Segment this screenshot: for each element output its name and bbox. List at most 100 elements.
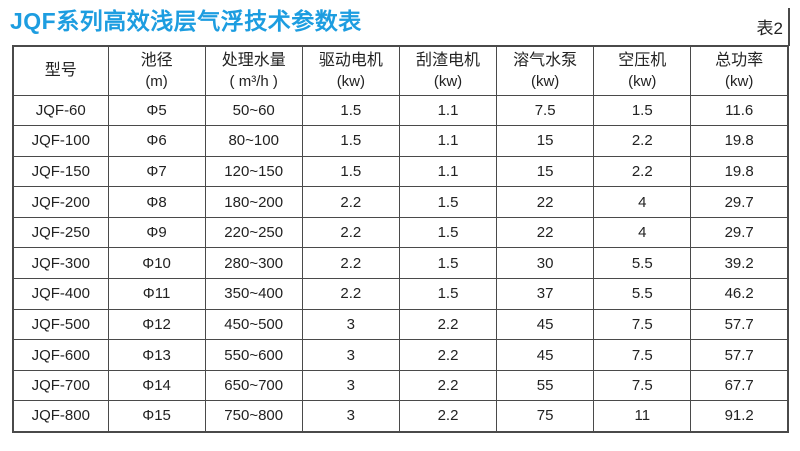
table-cell: JQF-400 <box>12 278 109 310</box>
column-header-name: 处理水量 <box>221 51 286 69</box>
page-title: JQF系列高效浅层气浮技术参数表 <box>10 8 362 34</box>
table-cell: JQF-200 <box>12 186 109 218</box>
right-border-extension <box>788 8 790 46</box>
table-cell: 1.5 <box>301 94 400 127</box>
table-cell: Φ9 <box>107 216 206 249</box>
table-cell: JQF-300 <box>12 247 109 280</box>
column-header: 溶气水泵 (kw) <box>496 45 595 96</box>
table-cell: JQF-100 <box>12 125 109 157</box>
column-header: 空压机 (kw) <box>593 45 692 96</box>
table-cell: 7.5 <box>496 94 595 127</box>
table-cell: 650~700 <box>204 369 303 402</box>
table-cell: Φ13 <box>107 339 206 371</box>
table-cell: 2.2 <box>593 155 692 188</box>
table-cell: JQF-60 <box>12 94 109 127</box>
table-cell: 750~800 <box>204 400 303 433</box>
table-cell: 1.5 <box>398 216 498 249</box>
table-row: JQF-60 Φ5 50~60 1.5 1.1 7.5 1.5 11.6 <box>12 94 789 127</box>
table-cell: 57.7 <box>690 308 789 341</box>
parameters-table: 型号 池径 (m) 处理水量 ( m³/h ) 驱动电机 (kw) 刮渣电机 (kw) 溶气水泵 (… <box>12 45 789 433</box>
column-header-name: 溶气水泵 <box>513 51 578 69</box>
table-cell: 3 <box>301 339 400 371</box>
table-cell: 55 <box>496 369 595 402</box>
table-cell: JQF-150 <box>12 155 109 188</box>
table-cell: JQF-800 <box>12 400 109 433</box>
table-cell: Φ6 <box>107 125 206 157</box>
table-cell: 7.5 <box>593 308 692 341</box>
table-cell: 3 <box>301 369 400 402</box>
table-cell: 120~150 <box>204 155 303 188</box>
table-cell: 5.5 <box>593 278 692 310</box>
table-cell: 29.7 <box>690 186 789 218</box>
table-cell: 1.5 <box>593 94 692 127</box>
header-row: 型号 池径 (m) 处理水量 ( m³/h ) 驱动电机 (kw) 刮渣电机 (kw) 溶气水泵 (… <box>12 45 789 96</box>
table-cell: 2.2 <box>593 125 692 157</box>
table-cell: 180~200 <box>204 186 303 218</box>
table-cell: 2.2 <box>398 308 498 341</box>
table-cell: 80~100 <box>204 125 303 157</box>
column-header: 总功率 (kw) <box>690 45 789 96</box>
table-cell: 15 <box>496 125 595 157</box>
column-header-unit: (kw) <box>628 72 657 90</box>
table-cell: 3 <box>301 400 400 433</box>
table-cell: 57.7 <box>690 339 789 371</box>
column-header: 驱动电机 (kw) <box>301 45 400 96</box>
table-cell: JQF-700 <box>12 369 109 402</box>
table-cell: 2.2 <box>398 369 498 402</box>
column-header-name: 刮渣电机 <box>415 51 480 69</box>
table-cell: 11.6 <box>690 94 789 127</box>
table-cell: 30 <box>496 247 595 280</box>
column-header-name: 池径 <box>140 51 173 69</box>
table-cell: 2.2 <box>301 186 400 218</box>
table-cell: 1.1 <box>398 125 498 157</box>
table-cell: 4 <box>593 186 692 218</box>
table-row: JQF-150 Φ7 120~150 1.5 1.1 15 2.2 19.8 <box>12 155 789 188</box>
table-cell: 75 <box>496 400 595 433</box>
table-row: JQF-800 Φ15 750~800 3 2.2 75 11 91.2 <box>12 400 789 433</box>
column-header: 池径 (m) <box>107 45 206 96</box>
column-header-name: 型号 <box>44 62 77 80</box>
table-cell: 91.2 <box>690 400 789 433</box>
table-cell: 19.8 <box>690 125 789 157</box>
table-cell: 350~400 <box>204 278 303 310</box>
column-header-name: 驱动电机 <box>318 51 383 69</box>
table-cell: Φ14 <box>107 369 206 402</box>
table-cell: 280~300 <box>204 247 303 280</box>
table-cell: 45 <box>496 339 595 371</box>
table-cell: 29.7 <box>690 216 789 249</box>
table-cell: 2.2 <box>301 216 400 249</box>
table-cell: 1.5 <box>398 186 498 218</box>
table-cell: Φ5 <box>107 94 206 127</box>
table-row: JQF-500 Φ12 450~500 3 2.2 45 7.5 57.7 <box>12 308 789 341</box>
table-cell: Φ12 <box>107 308 206 341</box>
table-number-label: 表2 <box>756 19 783 38</box>
column-header-name: 空压机 <box>618 51 667 69</box>
column-header: 型号 <box>12 45 109 96</box>
table-cell: Φ7 <box>107 155 206 188</box>
column-header-name: 总功率 <box>715 51 764 69</box>
table-cell: JQF-500 <box>12 308 109 341</box>
table-cell: 46.2 <box>690 278 789 310</box>
table-cell: 2.2 <box>301 247 400 280</box>
table-cell: 39.2 <box>690 247 789 280</box>
table-row: JQF-300 Φ10 280~300 2.2 1.5 30 5.5 39.2 <box>12 247 789 280</box>
table-cell: 15 <box>496 155 595 188</box>
table-cell: 2.2 <box>398 339 498 371</box>
column-header-unit: (kw) <box>336 72 366 90</box>
table-cell: 2.2 <box>301 278 400 310</box>
table-row: JQF-250 Φ9 220~250 2.2 1.5 22 4 29.7 <box>12 216 789 249</box>
table-cell: 4 <box>593 216 692 249</box>
column-header: 刮渣电机 (kw) <box>398 45 498 96</box>
table-cell: 50~60 <box>204 94 303 127</box>
table-cell: Φ11 <box>107 278 206 310</box>
table-cell: 1.1 <box>398 155 498 188</box>
table-cell: 19.8 <box>690 155 789 188</box>
table-cell: 1.5 <box>301 125 400 157</box>
column-header-unit: (kw) <box>530 72 560 90</box>
table-cell: 1.1 <box>398 94 498 127</box>
table-cell: 11 <box>593 400 692 433</box>
table-cell: 450~500 <box>204 308 303 341</box>
table-cell: 5.5 <box>593 247 692 280</box>
table-cell: 22 <box>496 186 595 218</box>
column-header-unit: (kw) <box>725 72 754 90</box>
